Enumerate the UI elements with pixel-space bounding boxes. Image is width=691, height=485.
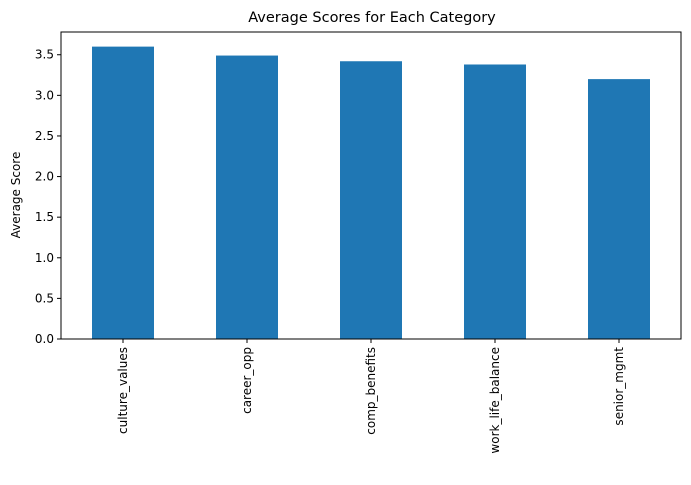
bar-career_opp [216,55,278,340]
axes-frame [60,31,682,340]
y-tick-label-7: 3.5 [35,48,54,62]
bar-comp_benefits [340,61,402,340]
bar-culture_values [92,46,154,340]
y-tick-label-3: 1.5 [35,210,54,224]
y-tick-label-0: 0.0 [35,332,54,346]
y-axis-label: Average Score [9,152,23,239]
bar-work_life_balance [464,64,526,340]
bar-senior_mgmt [588,79,650,340]
axes-spines [60,31,682,340]
x-tick-label-culture_values: culture_values [116,347,130,434]
x-tick-label-career_opp: career_opp [240,347,254,414]
y-axis: 0.0 0.5 1.0 1.5 2.0 2.5 3.0 3.5 [35,48,61,346]
bars [92,46,650,340]
x-axis: culture_values career_opp comp_benefits wor… [116,339,626,454]
x-tick-label-comp_benefits: comp_benefits [364,347,378,435]
y-tick-label-6: 3.0 [35,88,54,102]
chart-title: Average Scores for Each Category [248,10,496,26]
x-tick-label-work_life_balance: work_life_balance [488,347,502,454]
x-tick-label-senior_mgmt: senior_mgmt [612,347,626,426]
y-tick-label-5: 2.5 [35,129,54,143]
y-tick-label-2: 1.0 [35,251,54,265]
y-tick-label-1: 0.5 [35,291,54,305]
y-tick-label-4: 2.0 [35,170,54,184]
